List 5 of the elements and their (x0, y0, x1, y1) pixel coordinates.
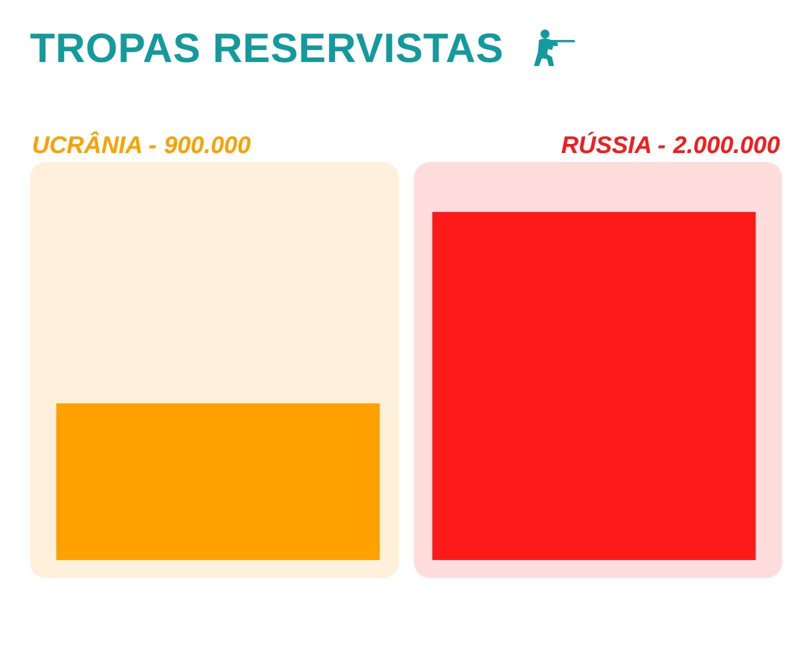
x-tick-label: UCRÂNIA - (32, 131, 156, 159)
chart-title: TROPAS RESERVISTAS (30, 24, 504, 72)
data-label: 900.000 (164, 132, 252, 159)
x-tick-label: RÚSSIA - (561, 131, 666, 159)
data-label: 2.000.000 (672, 132, 781, 159)
